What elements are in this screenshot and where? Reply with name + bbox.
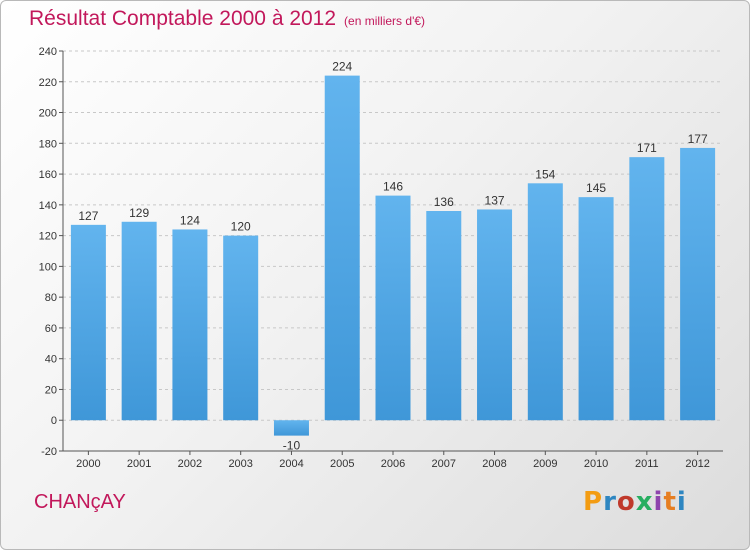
value-label-2010: 145 bbox=[586, 181, 606, 195]
bar-2001 bbox=[121, 221, 157, 421]
axes: -20 0 20 40 60 80 100 120 140 160 180 200 220 240 2000… bbox=[39, 46, 723, 470]
proxiti-logo[interactable]: Proxiti bbox=[583, 487, 687, 517]
y-tick-label: 20 bbox=[45, 384, 57, 396]
x-tick-label-2012: 2012 bbox=[685, 458, 709, 470]
y-tick-label: 240 bbox=[39, 46, 57, 58]
value-label-2005: 224 bbox=[332, 60, 352, 74]
x-tick-label-2010: 2010 bbox=[584, 458, 608, 470]
value-label-2003: 120 bbox=[231, 220, 251, 234]
value-label-2009: 154 bbox=[535, 167, 555, 181]
y-tick-label: 60 bbox=[45, 323, 57, 335]
bar-2012 bbox=[680, 147, 716, 421]
bar-2000 bbox=[70, 224, 106, 421]
bar-2002 bbox=[172, 229, 208, 421]
y-tick-label: 180 bbox=[39, 138, 57, 150]
logo-letter: o bbox=[616, 487, 636, 517]
x-tick-label-2003: 2003 bbox=[228, 458, 252, 470]
bar-2010 bbox=[578, 197, 614, 421]
value-label-2007: 136 bbox=[434, 195, 454, 209]
x-tick-label-2005: 2005 bbox=[330, 458, 354, 470]
logo-letter: x bbox=[635, 487, 654, 517]
value-label-2002: 124 bbox=[180, 213, 200, 227]
x-tick-label-2002: 2002 bbox=[178, 458, 202, 470]
bar-2003 bbox=[223, 235, 259, 421]
bar-2005 bbox=[324, 75, 360, 421]
bar-2011 bbox=[629, 157, 665, 421]
bar-2006 bbox=[375, 195, 411, 421]
value-label-2004: -10 bbox=[283, 439, 301, 453]
value-label-2000: 127 bbox=[78, 209, 98, 223]
bar-2009 bbox=[527, 183, 563, 421]
chart-title: Résultat Comptable 2000 à 2012 (en millie… bbox=[29, 7, 425, 31]
x-tick-label-2009: 2009 bbox=[533, 458, 557, 470]
logo-letter: P bbox=[583, 487, 604, 517]
y-tick-label: 0 bbox=[51, 415, 57, 427]
bar-2004 bbox=[273, 420, 309, 436]
x-tick-label-2008: 2008 bbox=[482, 458, 506, 470]
x-tick-label-2004: 2004 bbox=[279, 458, 303, 470]
bar-2007 bbox=[426, 211, 462, 421]
bars bbox=[70, 75, 716, 436]
y-tick-label: 200 bbox=[39, 108, 57, 120]
logo-letter: i bbox=[653, 487, 664, 517]
value-label-2001: 129 bbox=[129, 206, 149, 220]
bar-2008 bbox=[477, 209, 513, 421]
x-tick-label-2011: 2011 bbox=[635, 458, 659, 470]
y-tick-label: 220 bbox=[39, 77, 57, 89]
y-tick-label: 160 bbox=[39, 169, 57, 181]
y-tick-label: 140 bbox=[39, 200, 57, 212]
logo-letter: r bbox=[603, 487, 617, 517]
y-tick-label: -20 bbox=[41, 446, 57, 458]
y-tick-label: 80 bbox=[45, 292, 57, 304]
commune-name: CHANçAY bbox=[34, 491, 126, 513]
x-tick-label-2001: 2001 bbox=[127, 458, 151, 470]
logo-letter: i bbox=[676, 487, 687, 517]
data-labels: 127 129 124 120 -10 224 146 136 137 154 145 171 177 bbox=[78, 60, 708, 453]
value-label-2011: 171 bbox=[637, 141, 657, 155]
x-tick-label-2007: 2007 bbox=[432, 458, 456, 470]
value-label-2008: 137 bbox=[485, 193, 505, 207]
value-label-2006: 146 bbox=[383, 180, 403, 194]
y-tick-label: 120 bbox=[39, 231, 57, 243]
chart-subtitle: (en milliers d'€) bbox=[344, 14, 426, 28]
y-tick-label: 100 bbox=[39, 261, 57, 273]
logo-letter: t bbox=[663, 487, 677, 517]
x-tick-label-2000: 2000 bbox=[76, 458, 100, 470]
y-tick-label: 40 bbox=[45, 354, 57, 366]
value-label-2012: 177 bbox=[688, 132, 708, 146]
title-text: Résultat Comptable 2000 à 2012 bbox=[29, 7, 337, 30]
x-tick-label-2006: 2006 bbox=[381, 458, 405, 470]
